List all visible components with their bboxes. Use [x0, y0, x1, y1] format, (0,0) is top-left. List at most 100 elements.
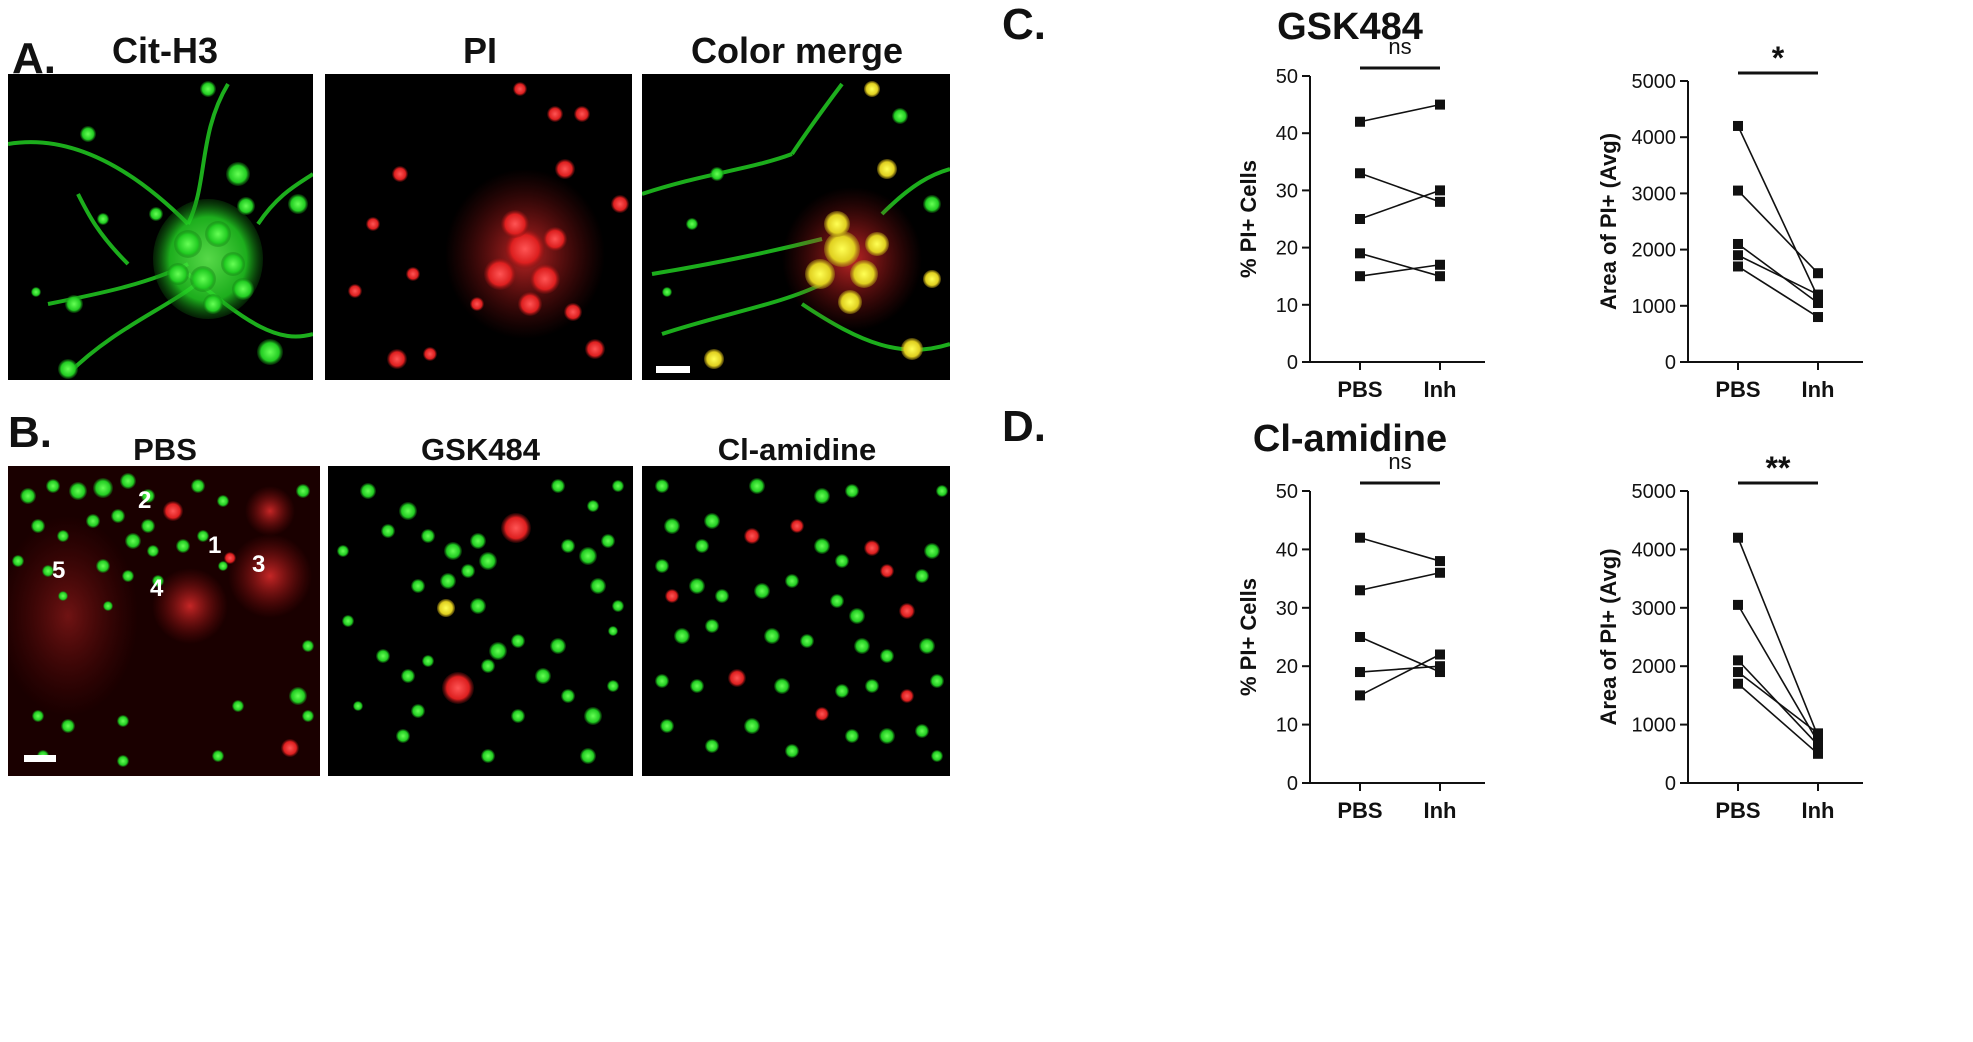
- data-point-pbs: [1355, 690, 1365, 701]
- y-tick-label: 40: [1276, 123, 1298, 145]
- panel-c-letter: C.: [1002, 0, 1046, 49]
- pair-line: [1359, 571, 1441, 592]
- significance-label: ns: [1388, 34, 1411, 59]
- data-point-pbs: [1733, 250, 1743, 261]
- y-tick-label: 10: [1276, 295, 1298, 317]
- y-tick-label: 30: [1276, 180, 1298, 202]
- panel-b-title-pbs: PBS: [133, 432, 197, 467]
- micrograph-cit-h3-image: [8, 81, 313, 379]
- panel-a-title-merge: Color merge: [690, 30, 904, 71]
- pair-line: [1359, 172, 1441, 203]
- significance-label: ns: [1388, 449, 1411, 474]
- panel-b-letter: B.: [8, 408, 52, 457]
- y-axis-label: % PI+ Cells: [1236, 578, 1261, 696]
- data-point-pbs: [1355, 632, 1365, 642]
- y-tick-label: 2000: [1632, 656, 1677, 678]
- pair-line: [1737, 190, 1819, 274]
- micrograph-color-merge-image: [642, 81, 950, 373]
- x-tick-label: PBS: [1715, 377, 1760, 402]
- pair-line: [1737, 604, 1819, 743]
- data-point-inh: [1813, 268, 1823, 279]
- chart-d-percent-pi: 0 10 20 30 40 50 PBS Inh % PI+ Cells ns: [1236, 449, 1485, 823]
- data-point-pbs: [1355, 214, 1365, 224]
- micrograph-gsk484: [328, 466, 633, 776]
- pbs-label-3: 3: [252, 551, 265, 578]
- data-point-pbs: [1733, 655, 1743, 666]
- data-point-inh: [1813, 289, 1823, 300]
- data-point-inh: [1435, 271, 1445, 282]
- panel-d-letter: D.: [1002, 402, 1046, 451]
- y-tick-label: 5000: [1632, 481, 1677, 503]
- pbs-label-2: 2: [138, 487, 151, 514]
- micrograph-cit-h3: [8, 74, 313, 380]
- data-point-inh: [1435, 661, 1445, 672]
- data-point-pbs: [1733, 185, 1743, 196]
- y-tick-label: 0: [1665, 352, 1676, 374]
- y-tick-label: 20: [1276, 656, 1298, 678]
- data-point-pbs: [1733, 667, 1743, 678]
- significance-label: *: [1772, 40, 1785, 76]
- data-point-pbs: [1733, 532, 1743, 543]
- pair-line: [1359, 252, 1441, 277]
- micrograph-gsk484-image: [337, 479, 624, 764]
- micrograph-pi-image: [348, 82, 629, 369]
- y-tick-label: 40: [1276, 539, 1298, 561]
- panel-b-title-cl-amidine: Cl-amidine: [717, 432, 877, 467]
- y-tick-label: 4000: [1632, 127, 1677, 149]
- data-point-pbs: [1355, 585, 1365, 596]
- panel-a-title-cit-h3: Cit-H3: [112, 30, 218, 71]
- y-tick-label: 1000: [1632, 296, 1677, 318]
- micrograph-cl-amidine-image: [655, 478, 948, 762]
- pbs-label-1: 1: [208, 532, 221, 559]
- x-tick-label: Inh: [1802, 377, 1835, 402]
- data-point-pbs: [1355, 116, 1365, 127]
- y-axis-label: Area of PI+ (Avg): [1596, 548, 1621, 725]
- micrograph-pi: [325, 74, 632, 380]
- data-point-pbs: [1733, 599, 1743, 610]
- data-point-inh: [1435, 649, 1445, 660]
- micrograph-color-merge: [642, 74, 950, 380]
- y-axis-label: % PI+ Cells: [1236, 160, 1261, 278]
- data-point-inh: [1435, 259, 1445, 270]
- y-tick-label: 4000: [1632, 539, 1677, 561]
- pair-line: [1359, 636, 1441, 673]
- chart-c-area-pi: 0 1000 2000 3000 4000 5000 PBS Inh Area of PI+ (…: [1596, 40, 1863, 402]
- y-tick-label: 0: [1287, 773, 1298, 795]
- x-tick-label: Inh: [1424, 798, 1457, 823]
- y-tick-label: 10: [1276, 715, 1298, 737]
- y-tick-label: 2000: [1632, 240, 1677, 262]
- pair-line: [1737, 683, 1819, 755]
- pair-line: [1359, 665, 1441, 673]
- y-tick-label: 0: [1665, 773, 1676, 795]
- chart-d-area-pi: 0 1000 2000 3000 4000 5000 PBS Inh Area of PI+ (…: [1596, 450, 1863, 823]
- significance-label: **: [1766, 450, 1791, 486]
- data-point-inh: [1435, 99, 1445, 110]
- pair-line: [1359, 653, 1441, 697]
- pair-line: [1737, 537, 1819, 737]
- pair-line: [1737, 265, 1819, 318]
- data-point-inh: [1813, 728, 1823, 739]
- micrograph-pbs-image: 1 2 3 4 5: [8, 466, 320, 776]
- micrograph-cl-amidine: [642, 466, 950, 776]
- panel-d-title: Cl-amidine: [1252, 418, 1448, 460]
- pair-line: [1737, 243, 1819, 304]
- pair-line: [1359, 536, 1441, 562]
- panel-a-title-pi: PI: [462, 30, 497, 71]
- y-tick-label: 1000: [1632, 715, 1677, 737]
- y-tick-label: 20: [1276, 238, 1298, 260]
- data-point-inh: [1435, 196, 1445, 207]
- data-point-pbs: [1355, 667, 1365, 678]
- pair-line: [1737, 125, 1819, 298]
- data-point-pbs: [1355, 271, 1365, 282]
- data-point-pbs: [1733, 261, 1743, 272]
- data-point-inh: [1435, 667, 1445, 678]
- pair-line: [1737, 671, 1819, 734]
- x-tick-label: Inh: [1424, 377, 1457, 402]
- y-tick-label: 3000: [1632, 183, 1677, 205]
- pair-line: [1737, 254, 1819, 296]
- data-point-pbs: [1355, 248, 1365, 259]
- x-tick-label: PBS: [1337, 377, 1382, 402]
- x-tick-label: Inh: [1802, 798, 1835, 823]
- pair-line: [1359, 103, 1441, 123]
- pair-line: [1359, 263, 1441, 277]
